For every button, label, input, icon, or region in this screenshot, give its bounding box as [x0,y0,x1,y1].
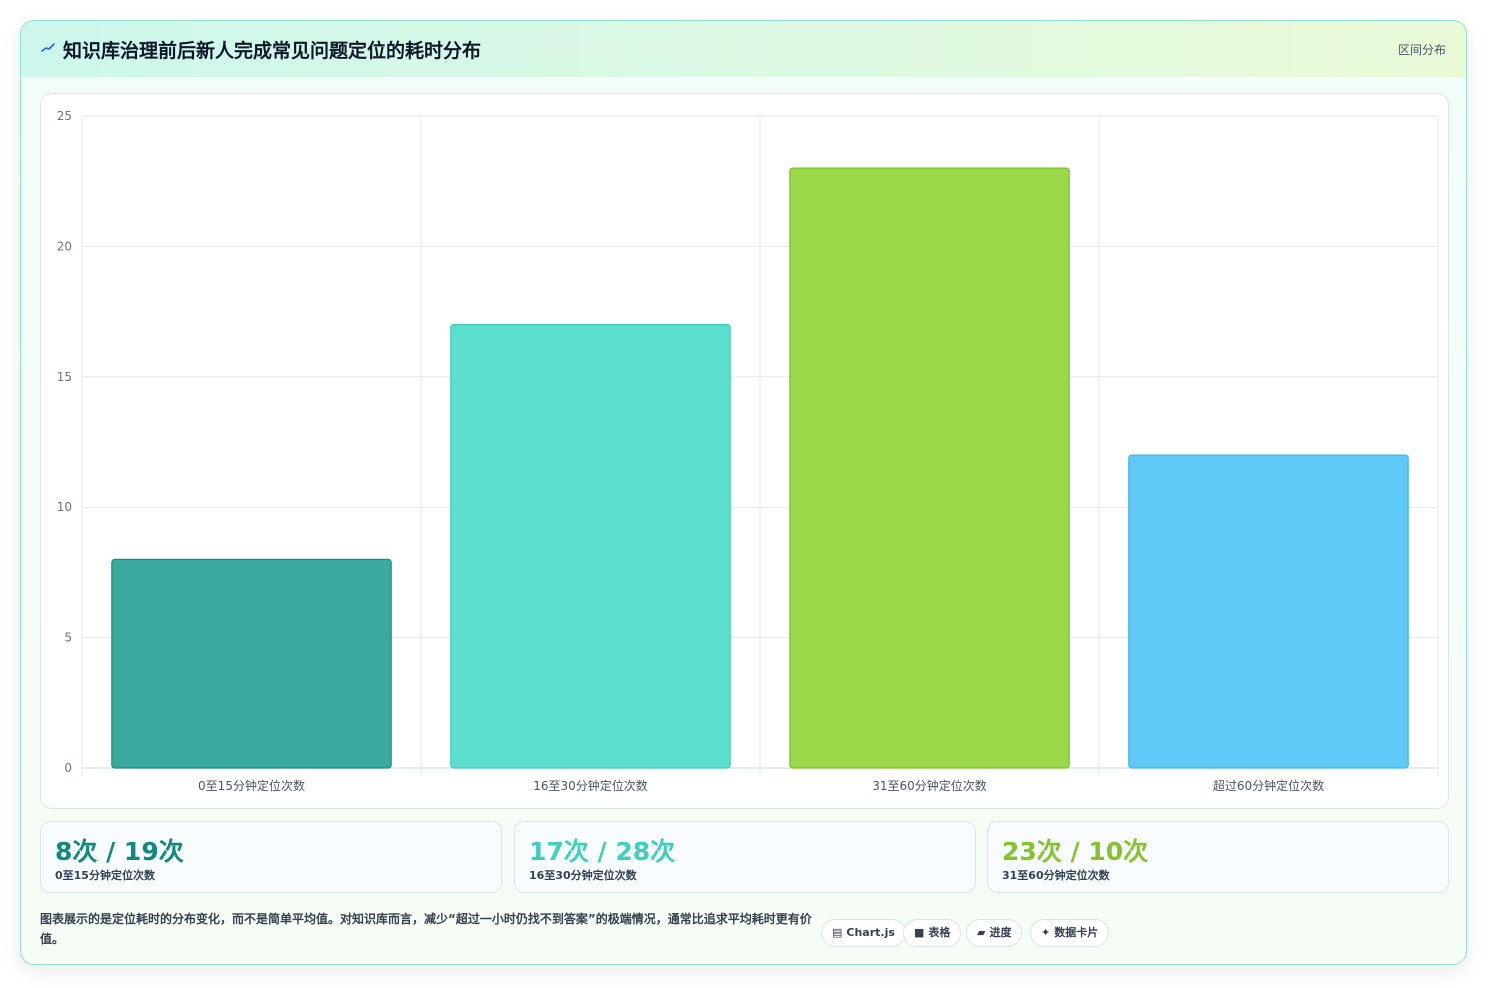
y-tick-label: 15 [57,370,72,384]
sparkle-icon: ✦ [1041,926,1051,939]
stat-value: 8次 / 19次 [55,837,184,866]
chip-label: 数据卡片 [1054,926,1099,939]
chip-label: Chart.js [846,926,895,939]
stat-label: 0至15分钟定位次数 [55,869,155,882]
bar [789,167,1070,769]
chip-label: 进度 [989,926,1012,939]
range-distribution-tag: 区间分布 [1397,43,1446,57]
chip-progress[interactable]: ▰ 进度 [966,919,1023,947]
stat-card: 23次 / 10次 31至60分钟定位次数 [987,821,1449,893]
progress-icon: ▰ [977,926,986,939]
chart-card: 知识库治理前后新人完成常见问题定位的耗时分布 区间分布 0 5 10 15 20 25 0至… [20,20,1467,965]
bar [450,324,731,769]
card-header: 知识库治理前后新人完成常见问题定位的耗时分布 区间分布 [21,21,1466,77]
bar [111,558,392,769]
stat-label: 31至60分钟定位次数 [1002,869,1110,882]
y-tick-label: 25 [57,109,72,123]
stat-value: 17次 / 28次 [529,837,676,866]
stat-card: 8次 / 19次 0至15分钟定位次数 [40,821,502,893]
y-tick-label: 10 [57,500,72,514]
y-tick-label: 0 [64,761,72,775]
chart-description: 图表展示的是定位耗时的分布变化，而不是简单平均值。对知识库而言，减少“超过一小时… [40,912,812,946]
chart-panel: 0 5 10 15 20 25 0至15分钟定位次数 16至30分钟定位次数 31至60分钟定位… [40,93,1449,809]
table-icon: ■ [914,926,925,939]
chip-label: 表格 [928,926,951,939]
bar [1128,454,1409,769]
stat-label: 16至30分钟定位次数 [529,869,637,882]
y-tick-label: 20 [57,239,72,253]
x-tick-label: 16至30分钟定位次数 [533,778,648,793]
chart-title: 知识库治理前后新人完成常见问题定位的耗时分布 [63,40,482,62]
trend-line-icon [41,43,55,52]
chip-data-card[interactable]: ✦ 数据卡片 [1030,919,1110,947]
x-tick-label: 超过60分钟定位次数 [1213,778,1324,793]
y-tick-label: 5 [64,631,72,645]
chip-table[interactable]: ■ 表格 [903,919,962,947]
x-tick-label: 31至60分钟定位次数 [872,778,987,793]
chart-icon: ▤ [832,926,843,939]
bar-chart: 0 5 10 15 20 25 0至15分钟定位次数 16至30分钟定位次数 31至60分钟定位… [57,109,1439,793]
stat-cards: 8次 / 19次 0至15分钟定位次数 17次 / 28次 16至30分钟定位次… [40,821,1449,893]
x-tick-label: 0至15分钟定位次数 [198,778,305,793]
chip-chartjs[interactable]: ▤ Chart.js [821,919,906,947]
stat-card: 17次 / 28次 16至30分钟定位次数 [514,821,976,893]
stat-value: 23次 / 10次 [1002,837,1149,866]
